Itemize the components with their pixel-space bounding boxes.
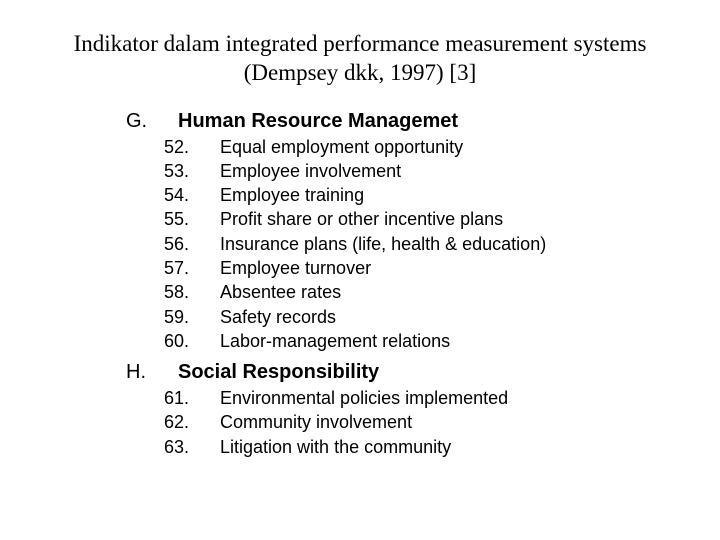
item-text: Employee turnover <box>220 256 371 280</box>
item-text: Employee involvement <box>220 159 401 183</box>
list-item: 59.Safety records <box>164 305 688 329</box>
list-item: 61.Environmental policies implemented <box>164 386 688 410</box>
item-text: Equal employment opportunity <box>220 135 463 159</box>
item-text: Employee training <box>220 183 364 207</box>
list-item: 55.Profit share or other incentive plans <box>164 207 688 231</box>
content-area: G. Human Resource Managemet 52.Equal emp… <box>32 110 688 460</box>
title-line-2: (Dempsey dkk, 1997) [3] <box>244 60 477 85</box>
list-item: 56.Insurance plans (life, health & educa… <box>164 232 688 256</box>
title-line-1: Indikator dalam integrated performance m… <box>74 31 647 56</box>
list-item: 60.Labor-management relations <box>164 329 688 353</box>
item-number: 53. <box>164 159 220 183</box>
item-number: 63. <box>164 435 220 459</box>
list-item: 54.Employee training <box>164 183 688 207</box>
item-number: 54. <box>164 183 220 207</box>
section-heading: Human Resource Managemet <box>178 110 458 133</box>
item-number: 61. <box>164 386 220 410</box>
item-text: Labor-management relations <box>220 329 450 353</box>
item-text: Absentee rates <box>220 280 341 304</box>
list-item: 63.Litigation with the community <box>164 435 688 459</box>
list-item: 53.Employee involvement <box>164 159 688 183</box>
item-number: 57. <box>164 256 220 280</box>
item-number: 55. <box>164 207 220 231</box>
item-number: 59. <box>164 305 220 329</box>
item-number: 58. <box>164 280 220 304</box>
item-text: Litigation with the community <box>220 435 451 459</box>
item-text: Environmental policies implemented <box>220 386 508 410</box>
section-letter: H. <box>126 361 178 384</box>
list-item: 52.Equal employment opportunity <box>164 135 688 159</box>
slide-title: Indikator dalam integrated performance m… <box>32 30 688 88</box>
item-text: Safety records <box>220 305 336 329</box>
item-text: Profit share or other incentive plans <box>220 207 503 231</box>
section-h-items: 61.Environmental policies implemented 62… <box>126 386 688 459</box>
list-item: 57.Employee turnover <box>164 256 688 280</box>
section-g-items: 52.Equal employment opportunity 53.Emplo… <box>126 135 688 354</box>
list-item: 58.Absentee rates <box>164 280 688 304</box>
item-number: 62. <box>164 410 220 434</box>
section-heading: Social Responsibility <box>178 361 379 384</box>
section-g-header: G. Human Resource Managemet <box>126 110 688 133</box>
item-number: 56. <box>164 232 220 256</box>
list-item: 62.Community involvement <box>164 410 688 434</box>
item-number: 52. <box>164 135 220 159</box>
section-h-header: H. Social Responsibility <box>126 361 688 384</box>
item-number: 60. <box>164 329 220 353</box>
item-text: Community involvement <box>220 410 412 434</box>
item-text: Insurance plans (life, health & educatio… <box>220 232 546 256</box>
section-letter: G. <box>126 110 178 133</box>
